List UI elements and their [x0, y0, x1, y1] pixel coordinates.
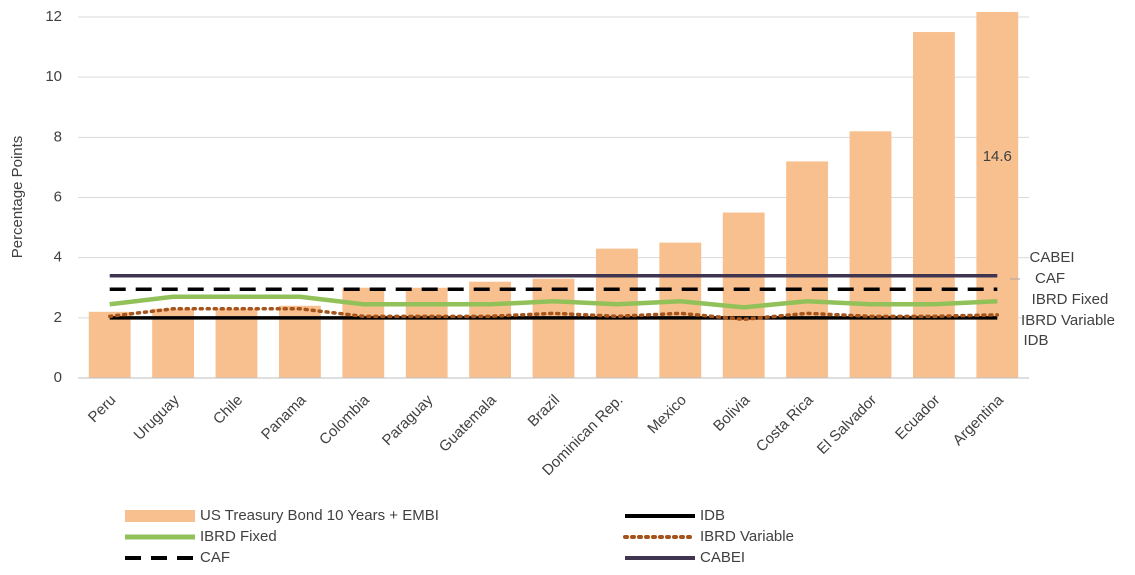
x-tick-label: Ecuador: [892, 392, 944, 444]
y-tick-label: 10: [45, 68, 62, 85]
legend-label: IBRD Fixed: [200, 528, 277, 545]
bar: [215, 308, 258, 378]
x-tick-label: Costa Rica: [753, 391, 817, 455]
bar: [88, 311, 131, 378]
bar: [595, 248, 638, 378]
bar: [722, 212, 765, 378]
series-end-label: IDB: [1023, 332, 1048, 349]
y-tick-label: 6: [54, 188, 62, 205]
y-tick-label: 12: [45, 8, 62, 25]
series-end-label: IBRD Variable: [1021, 312, 1115, 329]
bar: [849, 131, 892, 378]
x-tick-label: Chile: [210, 392, 246, 428]
legend-item: US Treasury Bond 10 Years + EMBI: [125, 507, 439, 524]
y-tick-label: 8: [54, 128, 62, 145]
line-series: [109, 294, 998, 310]
legend-label: CABEI: [700, 549, 745, 566]
x-tick-label: Brazil: [525, 392, 564, 431]
bar: [912, 32, 955, 379]
legend-item: CABEI: [625, 549, 745, 566]
legend-item: IDB: [625, 507, 725, 524]
legend-label: IBRD Variable: [700, 528, 794, 545]
x-tick-label: Colombia: [316, 391, 373, 448]
legend-label: CAF: [200, 549, 230, 566]
legend-label: IDB: [700, 507, 725, 524]
x-tick-label: Bolivia: [710, 391, 754, 435]
y-tick-label: 2: [54, 309, 62, 326]
series-end-label: CABEI: [1029, 249, 1074, 266]
legend-label: US Treasury Bond 10 Years + EMBI: [200, 507, 439, 524]
value-label: 14.6: [983, 148, 1012, 165]
legend-item: IBRD Fixed: [125, 528, 277, 545]
x-tick-label: Peru: [85, 392, 119, 426]
bar: [659, 242, 702, 378]
x-tick-label: Argentina: [950, 391, 1008, 449]
legend-swatch: [125, 510, 195, 522]
bar: [152, 308, 195, 378]
x-tick-label: Mexico: [644, 392, 690, 438]
series-end-label: IBRD Fixed: [1032, 291, 1109, 308]
x-tick-label: Guatemala: [436, 391, 500, 455]
plot-area: [88, 12, 1019, 379]
bar: [976, 12, 1019, 379]
legend-item: CAF: [125, 549, 230, 566]
bar: [786, 161, 829, 378]
y-axis-label: Percentage Points: [9, 136, 26, 259]
series-end-label: CAF: [1035, 270, 1065, 287]
y-tick-label: 4: [54, 249, 62, 266]
x-tick-label: Paraguay: [379, 391, 437, 449]
legend-item: IBRD Variable: [623, 528, 794, 545]
line-series: [107, 307, 1000, 322]
x-tick-label: Panama: [258, 391, 310, 443]
x-tick-label: Uruguay: [131, 391, 183, 443]
y-tick-label: 0: [54, 369, 62, 386]
bar: [532, 278, 575, 378]
bar: [469, 281, 512, 378]
x-tick-label: El Salvador: [814, 392, 880, 458]
bar: [405, 287, 448, 378]
